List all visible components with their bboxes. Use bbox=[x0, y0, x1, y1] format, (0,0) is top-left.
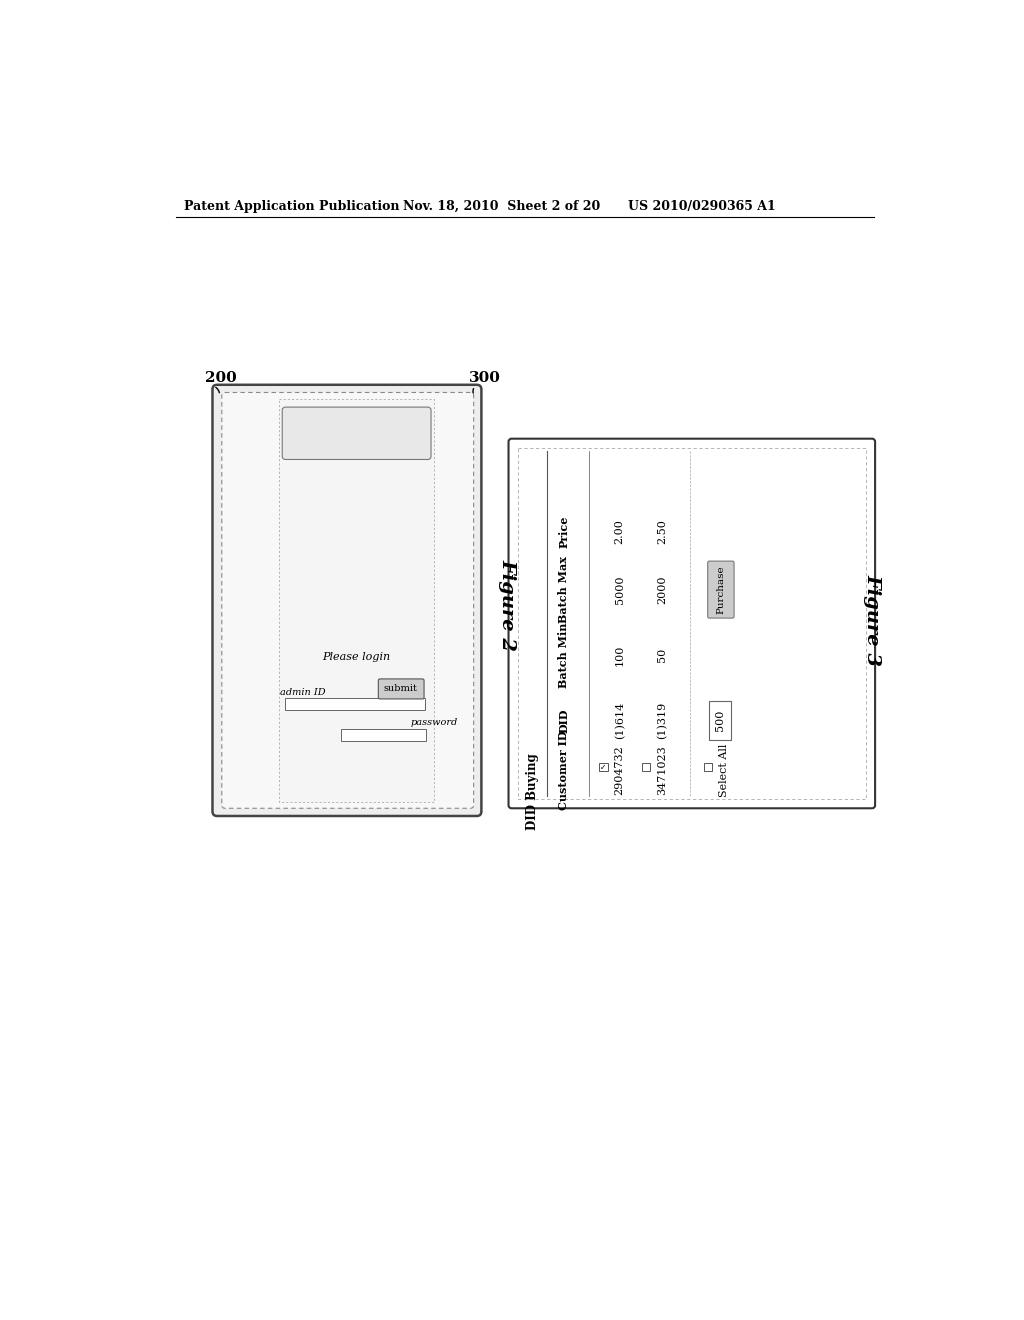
Text: DID: DID bbox=[558, 709, 569, 733]
Text: password: password bbox=[411, 718, 458, 727]
Bar bbox=[642, 763, 650, 771]
Text: Nov. 18, 2010  Sheet 2 of 20: Nov. 18, 2010 Sheet 2 of 20 bbox=[403, 199, 600, 213]
Text: Figure 2: Figure 2 bbox=[499, 558, 517, 651]
Text: Patent Application Publication: Patent Application Publication bbox=[183, 199, 399, 213]
Text: 3471023: 3471023 bbox=[657, 746, 668, 796]
FancyBboxPatch shape bbox=[212, 385, 481, 816]
Bar bbox=[710, 701, 731, 739]
Text: Select All: Select All bbox=[719, 744, 729, 797]
Text: Figure 3: Figure 3 bbox=[863, 574, 881, 667]
Bar bbox=[703, 763, 713, 771]
FancyBboxPatch shape bbox=[222, 392, 474, 808]
FancyBboxPatch shape bbox=[509, 438, 876, 808]
Text: Please login: Please login bbox=[323, 652, 391, 663]
FancyBboxPatch shape bbox=[283, 407, 431, 459]
Text: 100: 100 bbox=[614, 644, 625, 665]
Text: ✓: ✓ bbox=[600, 763, 606, 772]
FancyBboxPatch shape bbox=[378, 678, 424, 700]
Text: 2904732: 2904732 bbox=[614, 746, 625, 796]
Text: Customer ID: Customer ID bbox=[558, 731, 569, 810]
FancyBboxPatch shape bbox=[708, 561, 734, 618]
Text: 5000: 5000 bbox=[614, 576, 625, 603]
Text: Price: Price bbox=[558, 516, 569, 548]
FancyBboxPatch shape bbox=[280, 399, 434, 803]
Text: 2000: 2000 bbox=[657, 576, 668, 603]
Text: (1)614: (1)614 bbox=[614, 702, 625, 739]
Text: Purchase: Purchase bbox=[717, 565, 725, 614]
Text: US 2010/0290365 A1: US 2010/0290365 A1 bbox=[628, 199, 775, 213]
Text: DID Buying: DID Buying bbox=[525, 752, 539, 830]
Text: (1)319: (1)319 bbox=[657, 702, 668, 739]
Text: 2.50: 2.50 bbox=[657, 519, 668, 544]
Text: 300: 300 bbox=[469, 371, 501, 385]
FancyBboxPatch shape bbox=[518, 447, 866, 799]
Text: 2.00: 2.00 bbox=[614, 519, 625, 544]
Text: 50: 50 bbox=[657, 648, 668, 663]
Bar bbox=[341, 729, 426, 742]
Bar bbox=[599, 763, 607, 771]
Text: admin ID: admin ID bbox=[280, 688, 326, 697]
Text: submit: submit bbox=[384, 685, 418, 693]
Text: Batch Max: Batch Max bbox=[558, 556, 569, 623]
Text: 200: 200 bbox=[206, 371, 238, 385]
Text: Batch Min: Batch Min bbox=[558, 622, 569, 688]
Text: 500: 500 bbox=[715, 710, 725, 731]
Bar bbox=[286, 698, 425, 710]
